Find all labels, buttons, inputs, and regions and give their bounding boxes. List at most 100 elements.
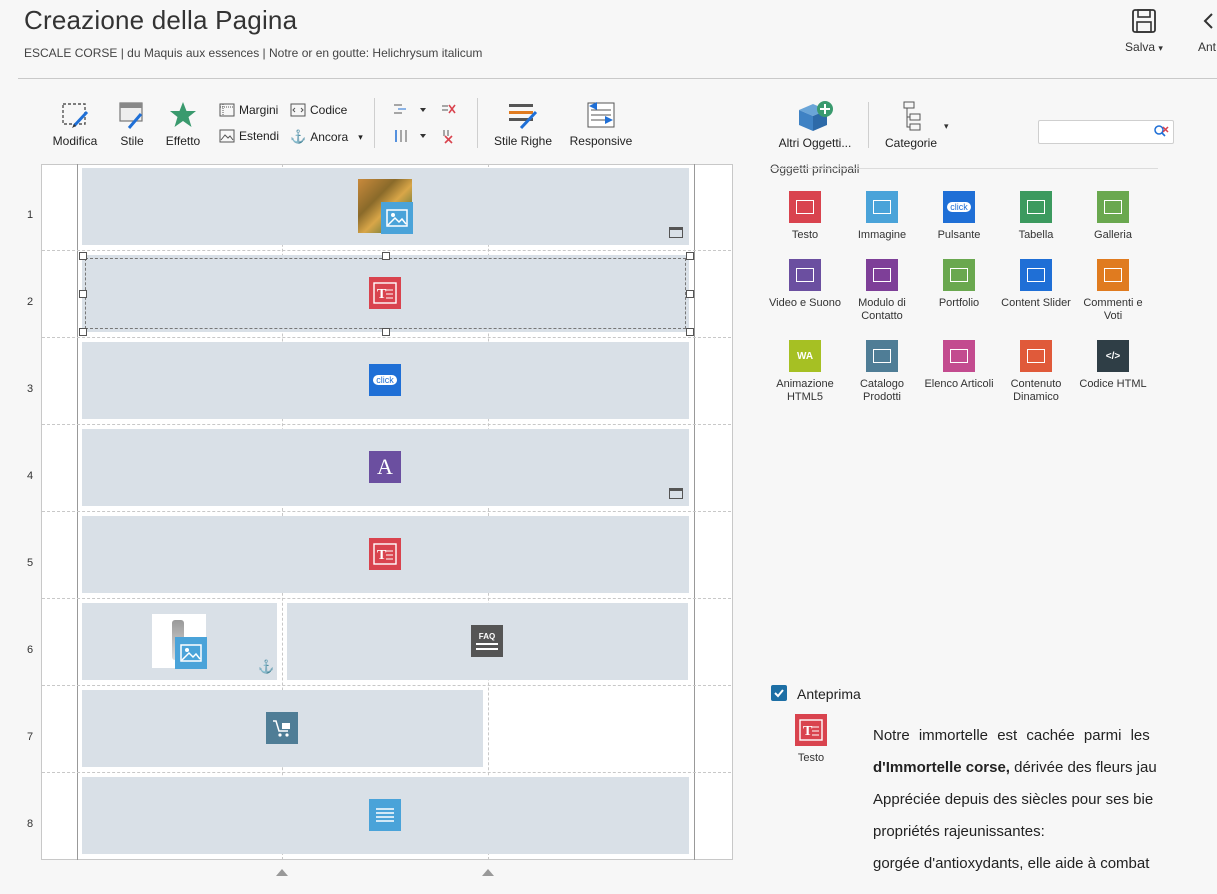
palette-item-article-list[interactable]: Elenco Articoli (923, 340, 995, 391)
palette-item-label: Content Slider (1001, 297, 1071, 309)
image-icon (866, 191, 898, 223)
icon-glyph (1027, 349, 1045, 363)
insert-row-icon (394, 104, 426, 114)
stile-righe-button[interactable]: Stile Righe (493, 100, 553, 148)
row-number: 5 (26, 557, 34, 569)
save-button[interactable]: Salva ▾ (1120, 8, 1168, 54)
estendi-label: Estendi (239, 129, 280, 143)
categories-tree-icon (903, 101, 921, 131)
palette-item-text[interactable]: Testo (769, 191, 841, 242)
content-slider-icon (1020, 259, 1052, 291)
palette-item-label: Immagine (857, 229, 907, 241)
text-icon: T (369, 277, 401, 309)
palette-item-gallery[interactable]: Galleria (1077, 191, 1149, 242)
save-label: Salva (1125, 40, 1156, 54)
preview-line: gorgée d'antioxydants, elle aide à comba… (873, 855, 1150, 872)
move-row-button[interactable] (392, 128, 428, 149)
altri-oggetti-button[interactable]: Altri Oggetti... (776, 100, 854, 150)
palette-item-label: Contenuto Dinamico (1010, 378, 1062, 403)
anteprima-checkbox[interactable] (771, 685, 787, 701)
page-title: Creazione della Pagina (24, 5, 298, 35)
responsive-button[interactable]: Responsive (568, 100, 634, 148)
comments-icon (1097, 259, 1129, 291)
responsive-label: Responsive (569, 134, 633, 148)
button-icon: click (369, 364, 401, 396)
modifica-button[interactable]: Modifica (50, 100, 100, 148)
section-divider (770, 168, 1158, 169)
column-resize-handle[interactable] (482, 869, 494, 876)
chevron-down-icon[interactable]: ▾ (944, 121, 949, 131)
palette-item-label: Portfolio (938, 297, 980, 309)
section-title: Oggetti principali (770, 162, 860, 176)
icon-glyph (873, 349, 891, 363)
faq-icon: FAQ (471, 625, 503, 657)
list-icon (369, 799, 401, 831)
icon-badge: </> (1105, 350, 1121, 362)
search-clear-icon[interactable] (1152, 123, 1170, 141)
edit-selection-icon (62, 103, 89, 128)
text-icon: T (369, 538, 401, 570)
delete-column-button[interactable] (440, 128, 456, 149)
palette-item-video[interactable]: Video e Suono (769, 259, 841, 310)
cropped-side-panel (1212, 100, 1217, 700)
palette-item-html5-animation[interactable]: WA Animazione HTML5 (769, 340, 841, 404)
insert-row-above-button[interactable] (392, 102, 428, 123)
style-brush-icon (119, 102, 143, 129)
palette-item-content-slider[interactable]: Content Slider (1000, 259, 1072, 310)
palette-item-table[interactable]: Tabella (1000, 191, 1072, 242)
toolbar-separator (477, 98, 478, 148)
delete-row-button[interactable] (440, 102, 456, 123)
palette-item-contact-form[interactable]: Modulo di Contatto (846, 259, 918, 323)
codice-button[interactable]: Codice (290, 103, 347, 117)
column-resize-handle[interactable] (276, 869, 288, 876)
categorie-button[interactable]: Categorie (882, 100, 940, 150)
faq-badge: FAQ (478, 632, 496, 641)
delete-row-icon (442, 104, 456, 114)
icon-badge: click (947, 202, 971, 212)
resize-handle[interactable] (686, 328, 694, 336)
header-divider (18, 78, 1217, 79)
palette-item-portfolio[interactable]: Portfolio (923, 259, 995, 310)
search-input[interactable] (1038, 120, 1174, 144)
effetto-button[interactable]: Effetto (162, 100, 204, 148)
stile-label: Stile (120, 134, 144, 148)
row-guide (42, 424, 731, 425)
anchor-icon: ⚓ (290, 129, 307, 144)
chevron-down-icon: ▾ (358, 131, 363, 142)
palette-item-button[interactable]: click Pulsante (923, 191, 995, 242)
resize-handle[interactable] (382, 252, 390, 260)
palette-item-product-catalog[interactable]: Catalogo Prodotti (846, 340, 918, 404)
margini-button[interactable]: Margini (219, 103, 278, 117)
estendi-button[interactable]: Estendi (219, 129, 279, 143)
row-guide (42, 511, 731, 512)
row-guide (42, 337, 731, 338)
resize-handle[interactable] (79, 328, 87, 336)
chevron-left-icon (1203, 13, 1213, 29)
toolbar-separator (374, 98, 375, 148)
font-icon: A (369, 451, 401, 483)
resize-handle[interactable] (79, 290, 87, 298)
icon-glyph (873, 268, 891, 282)
contact-form-icon (866, 259, 898, 291)
stile-button[interactable]: Stile (112, 100, 152, 148)
row-number: 3 (26, 383, 34, 395)
palette-item-label: Video e Suono (769, 297, 841, 309)
row-guide (42, 250, 731, 251)
ancora-button[interactable]: ⚓ Ancora ▾ (290, 129, 363, 145)
text-icon (789, 191, 821, 223)
palette-item-dynamic-content[interactable]: Contenuto Dinamico (1000, 340, 1072, 404)
palette-item-comments[interactable]: Commenti e Voti (1077, 259, 1149, 323)
anchor-icon: ⚓ (258, 659, 275, 674)
anteprima-top-button[interactable]: Ant (1198, 8, 1217, 54)
resize-handle[interactable] (686, 252, 694, 260)
palette-item-html-code[interactable]: </> Codice HTML (1077, 340, 1149, 391)
preview-line: d'Immortelle corse, dérivée des fleurs j… (873, 759, 1157, 776)
click-badge: click (373, 375, 397, 385)
html5-animation-icon: WA (789, 340, 821, 372)
table-icon (1020, 191, 1052, 223)
palette-item-image[interactable]: Immagine (846, 191, 918, 242)
resize-handle[interactable] (382, 328, 390, 336)
row-guide (42, 685, 731, 686)
resize-handle[interactable] (686, 290, 694, 298)
resize-handle[interactable] (79, 252, 87, 260)
